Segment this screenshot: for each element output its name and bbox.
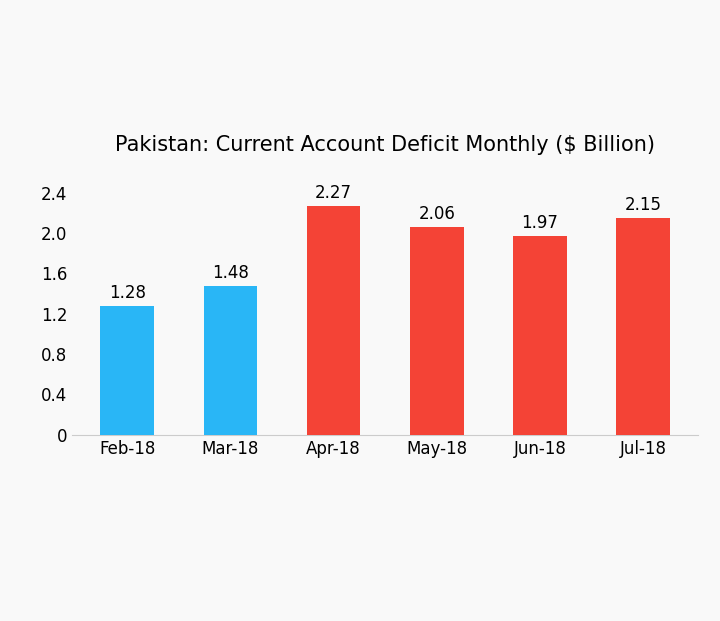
- Bar: [307, 206, 361, 435]
- Bar: [616, 218, 670, 435]
- Bar: [101, 306, 154, 435]
- Text: 2.15: 2.15: [625, 196, 662, 214]
- Title: Pakistan: Current Account Deficit Monthly ($ Billion): Pakistan: Current Account Deficit Monthl…: [115, 135, 655, 155]
- Text: 2.06: 2.06: [418, 205, 455, 223]
- Text: 2.27: 2.27: [315, 184, 352, 202]
- Text: 1.28: 1.28: [109, 284, 145, 302]
- Text: 1.97: 1.97: [521, 214, 559, 232]
- Text: 1.48: 1.48: [212, 263, 249, 281]
- Bar: [410, 227, 464, 435]
- Bar: [513, 236, 567, 435]
- Bar: [204, 286, 257, 435]
